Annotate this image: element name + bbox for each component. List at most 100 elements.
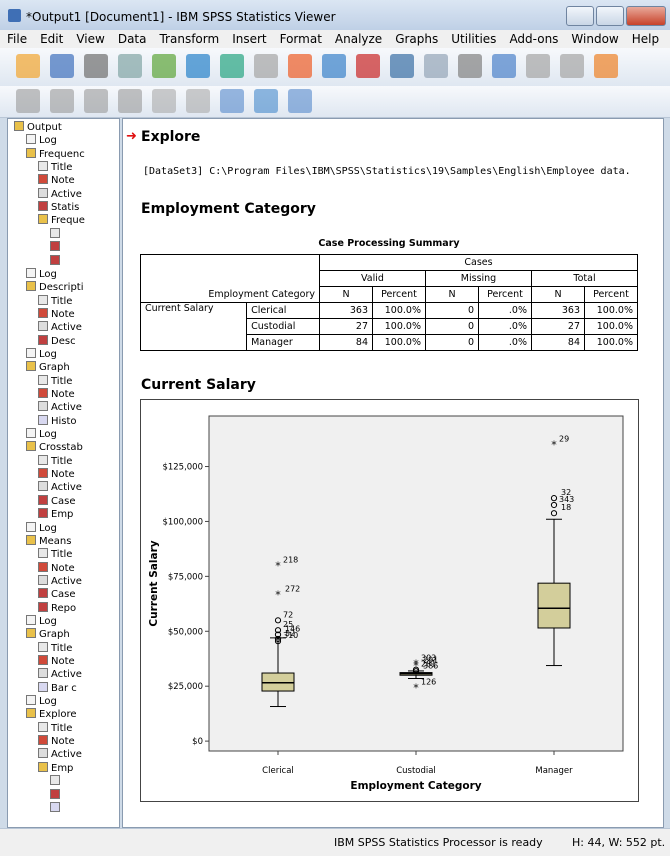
- outline-node[interactable]: [50, 254, 63, 268]
- outline-label: Graph: [39, 629, 70, 641]
- menu-item[interactable]: Edit: [40, 32, 64, 46]
- minimize-button[interactable]: [566, 6, 594, 26]
- outline-node[interactable]: Active: [38, 574, 82, 588]
- outline-node[interactable]: Title: [38, 548, 72, 561]
- toolbar-button[interactable]: [288, 54, 312, 78]
- outline-node[interactable]: Note: [38, 388, 75, 401]
- toolbar-button[interactable]: [16, 54, 40, 78]
- toolbar-button[interactable]: [458, 54, 482, 78]
- toolbar-button[interactable]: [356, 54, 380, 78]
- menu-bar: File Edit View Data Transform Insert Format Ana…: [0, 30, 670, 48]
- outline-node[interactable]: Freque: [38, 214, 85, 227]
- outlier-label: 281: [421, 660, 436, 669]
- outline-node[interactable]: Explore: [26, 708, 77, 721]
- outline-node[interactable]: [50, 241, 63, 254]
- outline-node[interactable]: Descripti: [26, 281, 84, 294]
- toolbar-button[interactable]: [424, 54, 448, 78]
- toolbar-button[interactable]: [220, 54, 244, 78]
- outline-node[interactable]: Title: [38, 294, 72, 308]
- outline-node[interactable]: [50, 801, 63, 815]
- toolbar-button[interactable]: [84, 54, 108, 78]
- toolbar-button[interactable]: [50, 89, 74, 113]
- outline-node[interactable]: Note: [38, 561, 75, 575]
- menu-item[interactable]: Format: [279, 32, 322, 46]
- outline-node[interactable]: Active: [38, 321, 82, 334]
- menu-item[interactable]: Window: [571, 32, 619, 46]
- outline-node[interactable]: Desc: [38, 334, 76, 348]
- menu-item[interactable]: Insert: [232, 32, 267, 46]
- outline-node[interactable]: Emp: [38, 508, 73, 521]
- outline-node[interactable]: Log: [26, 695, 57, 708]
- outline-node[interactable]: Title: [38, 721, 72, 735]
- outline-node[interactable]: Note: [38, 174, 75, 187]
- outline-node[interactable]: Log: [26, 347, 57, 361]
- menu-item[interactable]: Help: [631, 32, 660, 46]
- outline-node[interactable]: Note: [38, 468, 75, 481]
- outline-node[interactable]: Log: [26, 614, 57, 628]
- toolbar-button[interactable]: [118, 54, 142, 78]
- close-button[interactable]: [626, 6, 666, 26]
- outline-node[interactable]: Active: [38, 481, 82, 494]
- outline-node[interactable]: Note: [38, 735, 75, 748]
- outline-node[interactable]: Bar c: [38, 681, 77, 695]
- toolbar-button[interactable]: [16, 89, 40, 113]
- toolbar-button[interactable]: [118, 89, 142, 113]
- outline-node[interactable]: Log: [26, 267, 57, 281]
- outline-node[interactable]: Title: [38, 454, 72, 468]
- toolbar-button[interactable]: [390, 54, 414, 78]
- outline-node[interactable]: [50, 227, 63, 241]
- maximize-button[interactable]: [596, 6, 624, 26]
- outline-node[interactable]: Repo: [38, 601, 76, 615]
- toolbar-button[interactable]: [220, 89, 244, 113]
- toolbar-button[interactable]: [254, 89, 278, 113]
- outline-node[interactable]: Graph: [26, 361, 70, 374]
- menu-item[interactable]: View: [76, 32, 105, 46]
- outline-node[interactable]: Graph: [26, 628, 70, 641]
- outline-node[interactable]: Active: [38, 748, 82, 761]
- toolbar-button[interactable]: [152, 89, 176, 113]
- outline-node[interactable]: Active: [38, 401, 82, 414]
- toolbar-button[interactable]: [594, 54, 618, 78]
- outline-node[interactable]: Title: [38, 161, 72, 174]
- toolbar-button[interactable]: [526, 54, 550, 78]
- toolbar-button[interactable]: [84, 89, 108, 113]
- outline-node[interactable]: Output: [14, 121, 62, 134]
- outline-node[interactable]: Title: [38, 374, 72, 388]
- menu-item[interactable]: Add-ons: [509, 32, 559, 46]
- outline-node[interactable]: Emp: [38, 761, 73, 775]
- outline-node[interactable]: Active: [38, 668, 82, 681]
- toolbar-button[interactable]: [322, 54, 346, 78]
- menu-item[interactable]: Data: [117, 32, 147, 46]
- outline-node[interactable]: Case: [38, 494, 75, 508]
- outline-node[interactable]: [50, 775, 63, 788]
- outline-node[interactable]: Statis: [38, 201, 79, 214]
- toolbar-button[interactable]: [50, 54, 74, 78]
- outline-node[interactable]: Means: [26, 534, 71, 548]
- toolbar-button[interactable]: [186, 89, 210, 113]
- outline-node[interactable]: Note: [38, 655, 75, 668]
- toolbar-button[interactable]: [560, 54, 584, 78]
- toolbar-button[interactable]: [288, 89, 312, 113]
- menu-item[interactable]: File: [7, 32, 28, 46]
- outlier-star: *: [413, 658, 419, 671]
- outline-node[interactable]: Log: [26, 134, 57, 147]
- menu-item[interactable]: Graphs: [395, 32, 439, 46]
- toolbar-button[interactable]: [492, 54, 516, 78]
- outline-node[interactable]: Title: [38, 641, 72, 655]
- outline-node[interactable]: Log: [26, 521, 57, 535]
- outline-node[interactable]: Crosstab: [26, 441, 83, 454]
- outline-node[interactable]: Case: [38, 588, 75, 601]
- table-title: Case Processing Summary: [318, 238, 460, 249]
- outline-node[interactable]: Frequenc: [26, 147, 85, 161]
- outline-node[interactable]: Active: [38, 187, 82, 201]
- menu-item[interactable]: Utilities: [451, 32, 497, 46]
- outline-node[interactable]: [50, 788, 63, 802]
- menu-item[interactable]: Transform: [159, 32, 220, 46]
- outline-node[interactable]: Log: [26, 428, 57, 441]
- toolbar-button[interactable]: [186, 54, 210, 78]
- outline-node[interactable]: Note: [38, 307, 75, 321]
- toolbar-button[interactable]: [254, 54, 278, 78]
- toolbar-button[interactable]: [152, 54, 176, 78]
- outline-node[interactable]: Histo: [38, 414, 77, 428]
- menu-item[interactable]: Analyze: [334, 32, 383, 46]
